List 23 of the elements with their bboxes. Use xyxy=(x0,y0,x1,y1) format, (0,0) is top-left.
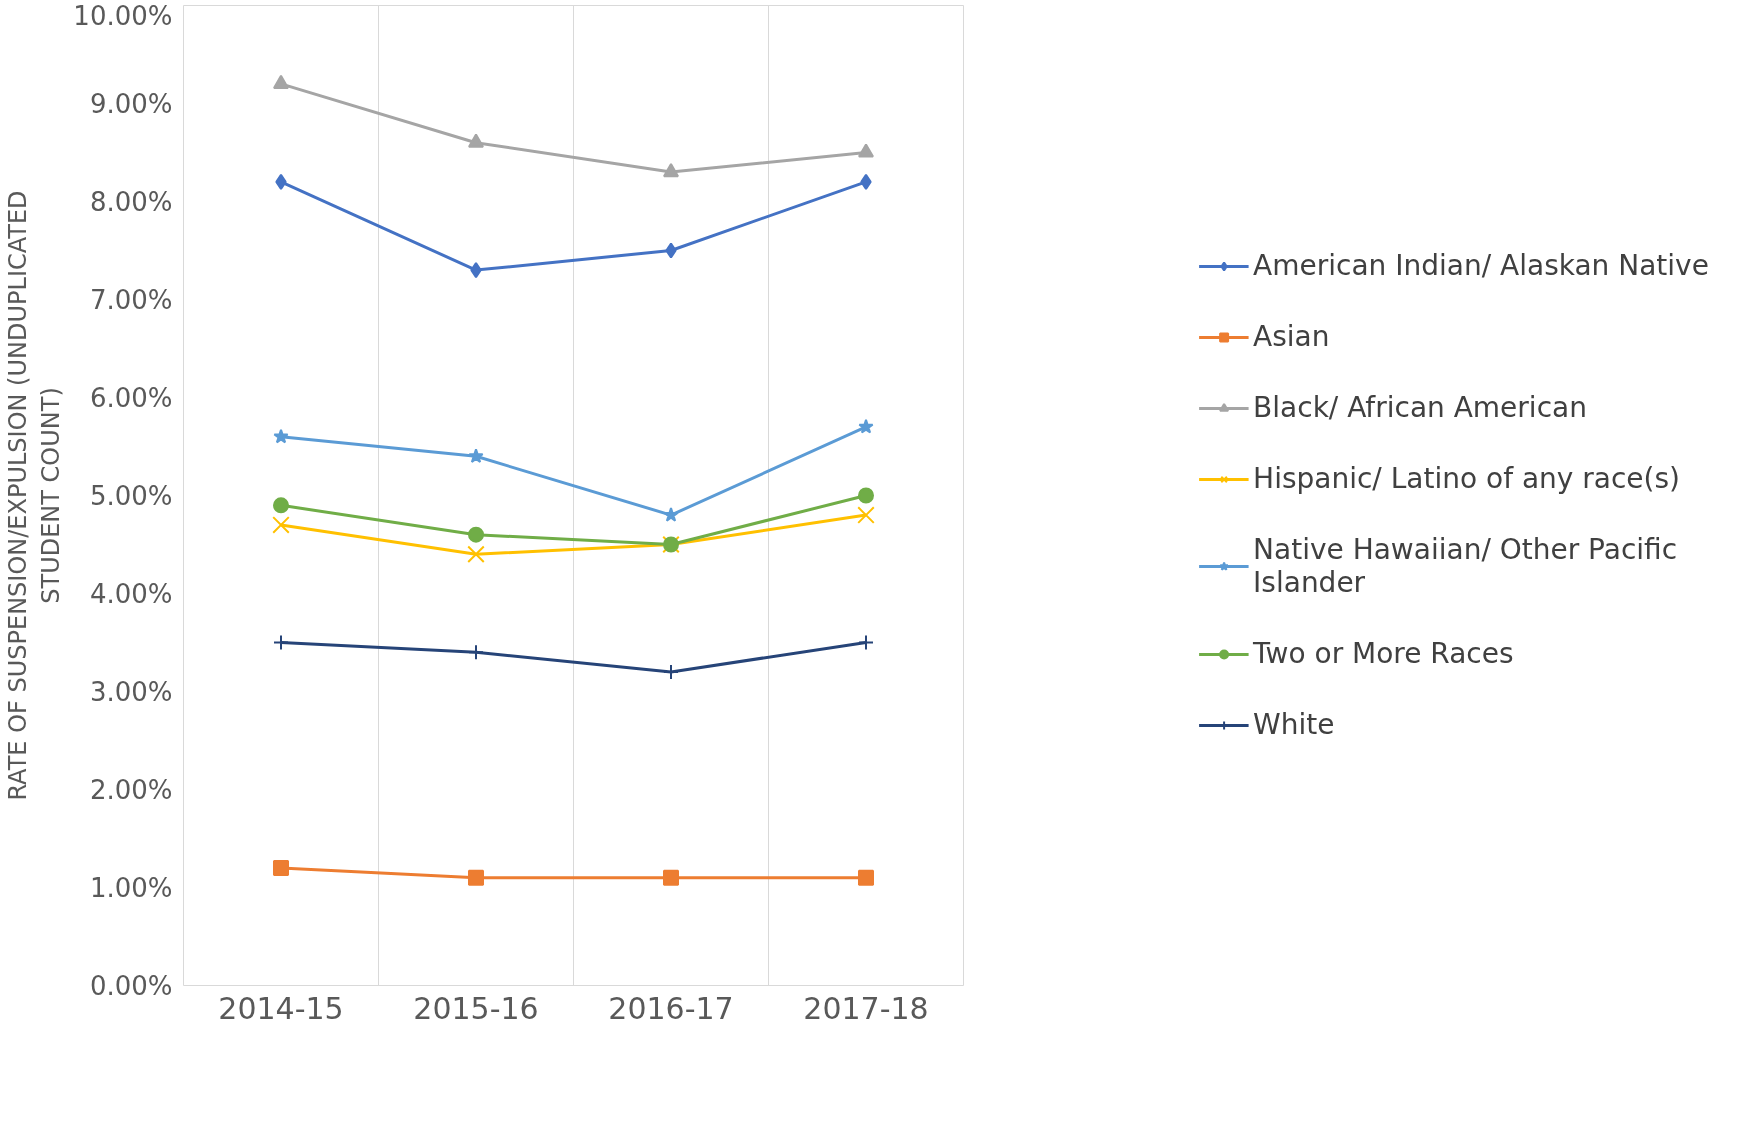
legend-label: Black/ African American xyxy=(1253,391,1587,424)
y-tick-label: 7.00% xyxy=(89,284,173,315)
legend-label: Native Hawaiian/ Other Pacific Islander xyxy=(1253,533,1678,599)
y-tick-label: 3.00% xyxy=(89,676,173,707)
legend-label: Hispanic/ Latino of any race(s) xyxy=(1253,462,1680,495)
y-axis-title: RATE OF SUSPENSION/EXPULSION (UNDUPLICATED STUDENT COUNT) xyxy=(3,190,66,801)
y-tick-label: 4.00% xyxy=(89,578,173,609)
x-tick-label: 2015-16 xyxy=(413,990,539,1026)
y-tick-label: 5.00% xyxy=(89,480,173,511)
y-tick-label: 6.00% xyxy=(89,382,173,413)
y-tick-label: 8.00% xyxy=(89,186,173,217)
x-tick-label: 2017-18 xyxy=(803,990,929,1026)
y-tick-label: 2.00% xyxy=(89,774,173,805)
y-tick-label: 1.00% xyxy=(89,872,173,903)
legend-label: White xyxy=(1253,708,1335,741)
legend-label: American Indian/ Alaskan Native xyxy=(1253,249,1709,282)
y-tick-label: 10.00% xyxy=(73,0,173,31)
y-tick-label: 9.00% xyxy=(89,88,173,119)
x-tick-label: 2014-15 xyxy=(218,990,344,1026)
x-tick-label: 2016-17 xyxy=(608,990,734,1026)
legend-label: Asian xyxy=(1253,320,1330,353)
legend-label: Two or More Races xyxy=(1253,637,1514,670)
y-tick-label: 0.00% xyxy=(89,970,173,1001)
